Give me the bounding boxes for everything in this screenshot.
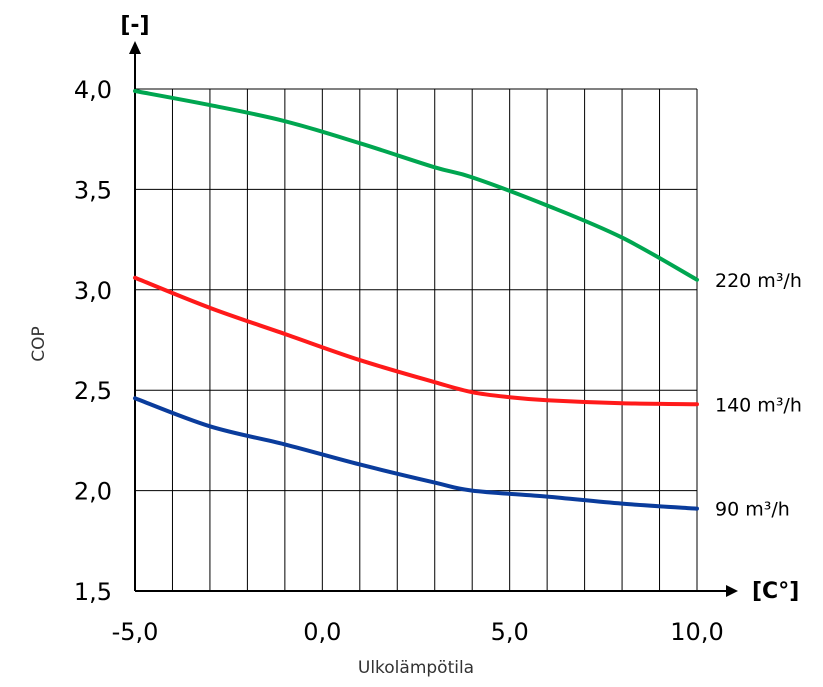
y-tick-label: 2,0 [74, 478, 112, 506]
axes [129, 41, 738, 597]
x-tick-label: 0,0 [303, 618, 341, 646]
y-axis-title: COP [29, 326, 49, 362]
series-lines [133, 89, 699, 511]
series-label-1: 140 m³/h [715, 394, 802, 416]
y-tick-label: 2,5 [74, 377, 112, 405]
series-line-0 [133, 89, 699, 282]
series-label-2: 90 m³/h [715, 499, 790, 521]
x-tick-label: 5,0 [491, 618, 529, 646]
x-tick-label: 10,0 [670, 618, 723, 646]
x-unit-label: [C°] [752, 579, 799, 604]
x-tick-label: -5,0 [112, 618, 159, 646]
x-axis-title: Ulkolämpötila [358, 658, 474, 678]
tick-labels: -5,0 0,0 5,0 10,0 1,5 2,0 2,5 3,0 3,5 4,0 [74, 76, 724, 646]
series-line-2 [133, 396, 699, 511]
y-tick-label: 3,5 [74, 176, 112, 204]
series-line-1 [133, 275, 699, 407]
y-tick-label: 1,5 [74, 578, 112, 606]
x-axis-arrow [726, 585, 738, 597]
grid [135, 88, 698, 591]
y-unit-label: [-] [120, 13, 149, 38]
y-tick-label: 4,0 [74, 76, 112, 104]
series-labels: 220 m³/h 140 m³/h 90 m³/h [715, 270, 802, 521]
series-label-0: 220 m³/h [715, 270, 802, 292]
y-tick-label: 3,0 [74, 277, 112, 305]
y-axis-arrow [129, 41, 141, 54]
